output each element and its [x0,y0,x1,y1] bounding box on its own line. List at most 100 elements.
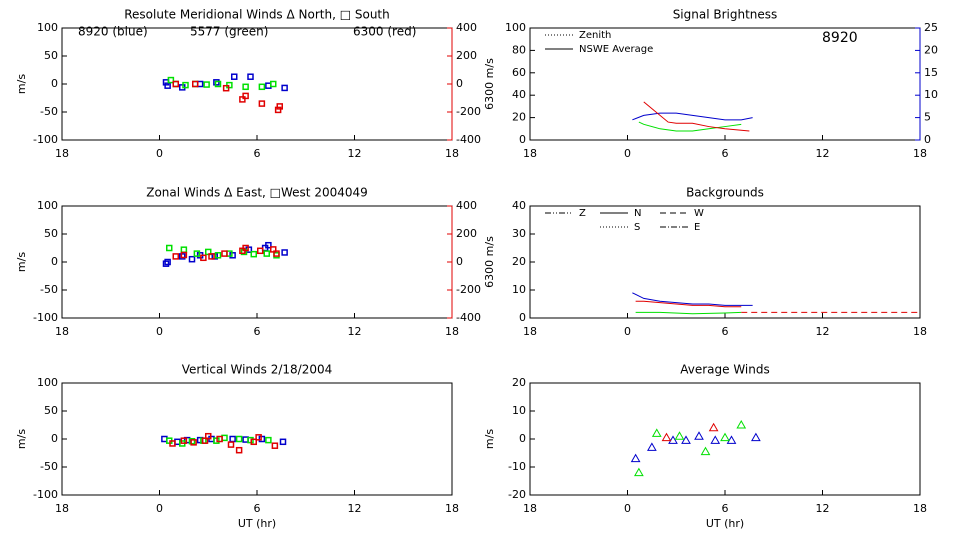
point [180,251,188,259]
point [166,244,173,252]
y-axis-label: m/s [483,429,496,449]
point [751,432,761,442]
point [180,437,188,444]
point [281,84,288,92]
y-tick-label: 100 [505,21,526,34]
legend-label: Z [579,208,586,219]
y-tick-label: 60 [512,66,526,79]
y2-tick-label: 20 [924,43,938,56]
point [263,250,270,257]
point [661,432,672,442]
x-axis-label: UT (hr) [706,517,744,530]
point [164,82,171,89]
x-tick-label: 6 [722,325,729,338]
y-tick-label: 30 [512,227,526,240]
x-tick-label: 18 [55,325,69,338]
y2-tick-label: -200 [456,105,481,118]
x-tick-label: 12 [816,147,830,160]
point [172,80,179,88]
y2-tick-label: 10 [924,88,938,101]
point [726,435,737,444]
x-tick-label: 6 [254,147,261,160]
point [651,428,662,437]
x-tick-label: 12 [348,147,362,160]
point [179,253,186,260]
y2-tick-label: 0 [924,133,931,146]
y-axis-label: m/s [15,429,28,449]
point [182,81,189,89]
annotation: 8920 [822,30,858,46]
panel-title: Backgrounds [686,186,764,200]
x-tick-label: 0 [624,325,631,338]
legend-label: N [634,208,641,219]
x-tick-label: 18 [523,325,537,338]
x-tick-label: 6 [722,147,729,160]
panel-title: Zonal Winds Δ East, □West 2004049 [146,186,368,200]
x-tick-label: 18 [523,502,537,515]
point [240,248,248,256]
y2-tick-label: -400 [456,133,481,146]
x-tick-label: 0 [156,502,163,515]
x-tick-label: 12 [348,325,362,338]
x-tick-label: 0 [624,147,631,160]
y-tick-label: 20 [512,111,526,124]
x-tick-label: 18 [445,325,459,338]
point [192,80,199,88]
y-tick-label: 0 [51,255,58,268]
x-tick-label: 6 [254,325,261,338]
point [167,76,175,84]
point [231,73,238,80]
point [276,103,283,110]
point [271,442,279,449]
y2-tick-label: 15 [924,66,938,79]
point [720,432,730,442]
point [169,440,176,447]
y2-tick-label: -400 [456,311,481,324]
x-tick-label: 18 [445,147,459,160]
x-tick-label: 0 [156,325,163,338]
plot-frame [529,382,921,496]
point [255,434,262,441]
y-axis-label: m/s [15,252,28,272]
y-tick-label: 0 [519,311,526,324]
y-tick-label: 50 [44,404,58,417]
point [188,255,196,263]
y-axis-label: m/s [15,74,28,94]
point [235,435,243,443]
point [242,244,249,252]
point [257,247,264,255]
y-tick-label: -20 [508,488,526,501]
x-tick-label: 18 [913,502,927,515]
x-tick-label: 0 [624,502,631,515]
x-tick-label: 6 [722,502,729,515]
point [265,241,272,249]
point [172,253,179,260]
point [193,250,201,257]
annotation: 5577 (green) [190,25,268,39]
point [281,249,288,256]
y-tick-label: 40 [512,199,526,212]
point [270,80,277,88]
plot-frame [61,205,453,319]
point [630,453,641,463]
x-tick-label: 18 [913,325,927,338]
point [681,435,691,444]
point [668,435,678,444]
y-tick-label: 40 [512,88,526,101]
x-axis-label: UT (hr) [238,517,276,530]
x-tick-label: 6 [254,502,261,515]
point [247,73,254,80]
legend-label: W [694,208,704,219]
y-tick-label: 10 [512,404,526,417]
y-tick-label: 50 [44,227,58,240]
point [190,439,197,446]
point [736,419,747,429]
y-tick-label: 0 [51,432,58,445]
y2-tick-label: 400 [456,21,477,34]
y-tick-label: 100 [37,199,58,212]
y-tick-label: -10 [508,460,526,473]
y-tick-label: 100 [37,21,58,34]
x-tick-label: 12 [816,502,830,515]
point [258,83,266,91]
